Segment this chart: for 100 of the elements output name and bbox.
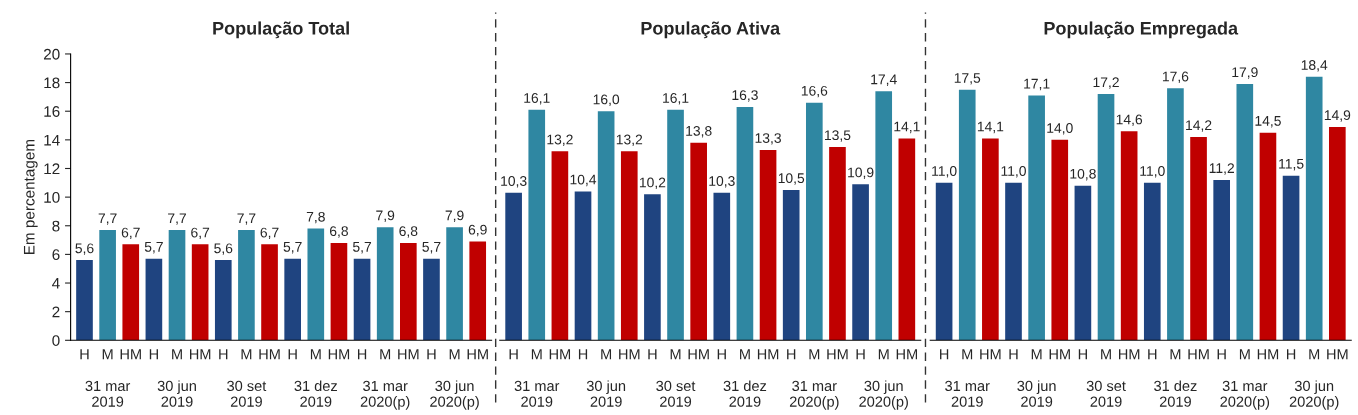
data-label: 7,9 [376, 210, 395, 222]
bar [122, 244, 140, 341]
data-label: 14,0 [1047, 123, 1073, 135]
data-label: 13,2 [616, 134, 643, 147]
x-tick-label: HM [688, 349, 709, 360]
bar [1305, 76, 1323, 341]
data-label: 11,2 [1209, 163, 1234, 175]
data-label: 10,2 [639, 177, 666, 189]
data-label: 16,1 [663, 93, 689, 105]
bar [1329, 126, 1346, 341]
bar [1213, 179, 1230, 341]
data-label: 14,9 [1324, 110, 1351, 122]
bar [875, 91, 893, 341]
bar [620, 151, 638, 341]
data-label: 6,7 [121, 227, 140, 240]
x-tick-label: H [357, 349, 367, 360]
y-tick-label: 18 [44, 77, 60, 89]
data-label: 5,6 [214, 243, 233, 255]
data-label: 6,9 [468, 224, 487, 237]
bar [307, 228, 325, 341]
data-label: 5,6 [75, 243, 94, 255]
bar [935, 182, 953, 341]
bar [214, 260, 232, 341]
chart-title: População Ativa [641, 21, 781, 39]
text: 30 set 2019 [1086, 380, 1126, 407]
x-tick-label: M [670, 349, 681, 360]
bar [505, 192, 522, 341]
y-tick-label: 0 [52, 335, 60, 346]
x-tick-label: H [219, 349, 228, 360]
x-tick-label: M [601, 349, 612, 360]
data-label: 10,3 [501, 176, 527, 188]
bar [958, 89, 976, 341]
data-label: 5,7 [422, 242, 441, 254]
bar [446, 227, 463, 341]
x-tick-label: HM [190, 349, 211, 360]
bar [1074, 185, 1092, 341]
x-tick-label: H [288, 349, 297, 360]
bar [1143, 182, 1161, 341]
bar [469, 241, 487, 341]
x-tick-label: H [787, 349, 796, 360]
x-tick-label: HM [980, 349, 1001, 360]
bar [76, 260, 93, 341]
bar [1120, 131, 1138, 341]
x-tick-label: HM [120, 349, 141, 360]
data-label: 7,7 [98, 213, 117, 225]
data-label: 6,8 [399, 226, 418, 238]
x-tick-label: M [1170, 349, 1181, 360]
text: 30 set 2019 [227, 380, 267, 407]
x-tick-label: M [962, 349, 973, 360]
bar [145, 258, 163, 341]
x-tick-label: M [172, 349, 182, 360]
x-tick-label: H [578, 349, 588, 360]
bar [528, 109, 546, 341]
x-tick-label: H [940, 349, 949, 360]
data-label: 7,7 [237, 213, 256, 225]
bar [667, 109, 684, 341]
bar [829, 147, 846, 341]
data-label: 13,8 [686, 125, 712, 138]
text: 30 jun 2019 [157, 380, 196, 407]
data-label: 5,7 [283, 242, 302, 254]
data-label: 17,4 [871, 74, 897, 86]
data-label: 14,6 [1116, 114, 1143, 126]
x-tick-label: HM [398, 349, 419, 360]
data-label: 11,5 [1279, 159, 1304, 171]
text: 31 mar 2020(p) [789, 380, 839, 410]
bar [852, 184, 869, 341]
x-tick-label: M [1309, 349, 1320, 360]
x-tick-label: H [427, 349, 436, 360]
x-tick-label: M [102, 349, 113, 360]
bar [284, 258, 301, 341]
bar [713, 192, 731, 341]
text: 30 set 2019 [656, 380, 696, 407]
data-label: 10,8 [1070, 168, 1096, 181]
x-tick-label: M [241, 349, 252, 360]
x-tick-label: H [1009, 349, 1018, 360]
x-tick-label: HM [827, 349, 848, 360]
bar [1259, 132, 1277, 341]
x-tick-label: M [531, 349, 542, 360]
data-label: 10,9 [848, 167, 874, 179]
x-tick-label: M [809, 349, 820, 360]
data-label: 16,0 [593, 94, 620, 106]
bar [1028, 95, 1045, 341]
bar [261, 244, 278, 341]
text: 30 jun 2020(p) [859, 380, 908, 410]
y-tick-label: 12 [44, 163, 60, 175]
x-tick-label: HM [1257, 349, 1279, 360]
bar [168, 230, 186, 341]
data-label: 13,3 [755, 133, 781, 145]
x-tick-label: HM [757, 349, 779, 360]
x-tick-label: HM [1327, 349, 1348, 360]
text: 31 mar 2020(p) [360, 380, 410, 410]
text: 31 dez 2019 [1154, 380, 1197, 407]
bar [376, 227, 394, 341]
text: 31 mar 2019 [945, 380, 990, 407]
x-tick-label: H [1217, 349, 1226, 360]
data-label: 11,0 [1001, 166, 1026, 178]
x-tick-label: H [1287, 349, 1296, 360]
bar [690, 142, 707, 341]
text: 31 mar 2019 [514, 380, 560, 407]
bar [330, 242, 348, 341]
